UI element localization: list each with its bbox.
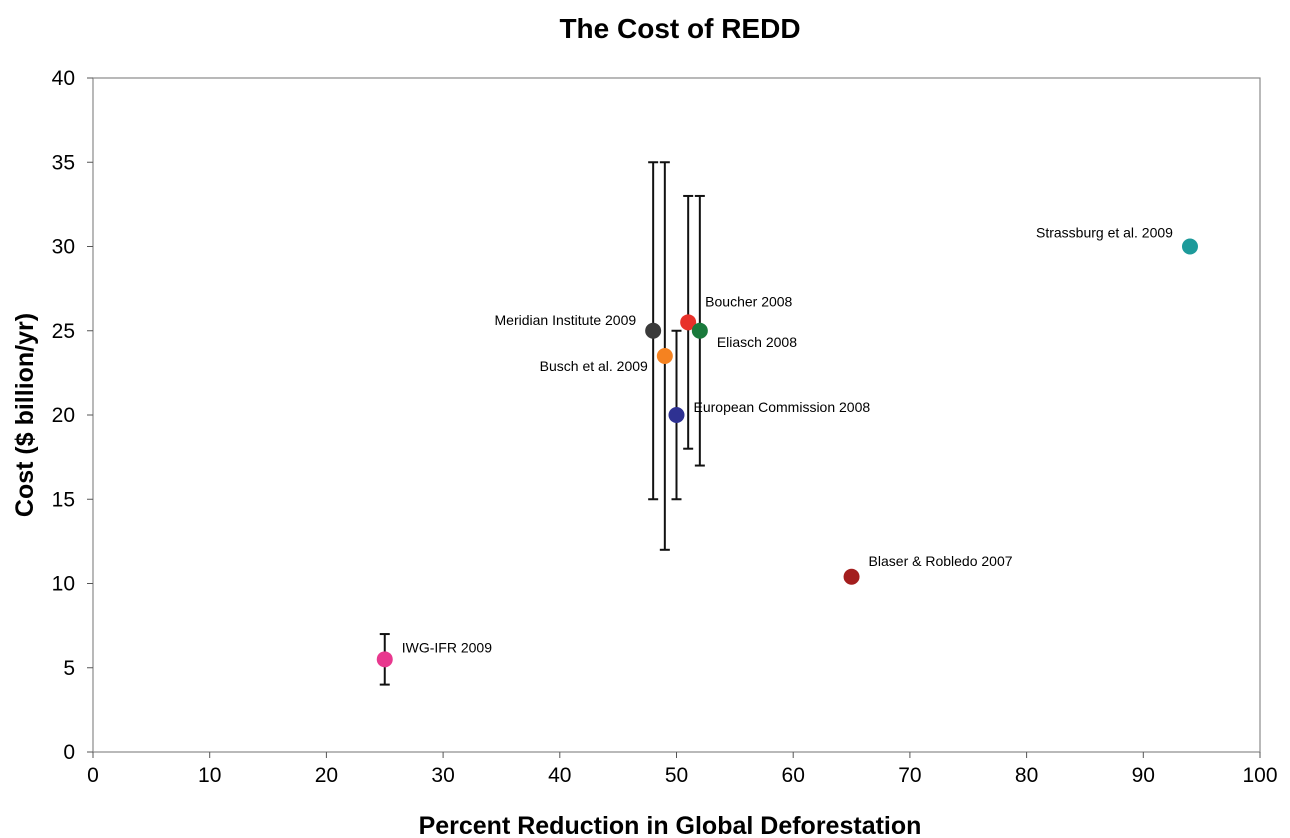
y-tick-label: 20: [52, 404, 75, 427]
axis-ticks: 0 10 20 30 40 50 60 70 80 90 100 0 5 10 15 20 25 30 35 40: [52, 67, 1278, 787]
y-tick-label: 15: [52, 488, 75, 511]
x-tick-label: 0: [87, 764, 99, 787]
x-tick-label: 60: [782, 764, 805, 787]
point-label: Busch et al. 2009: [540, 358, 648, 374]
x-tick-label: 70: [898, 764, 921, 787]
x-tick-label: 40: [548, 764, 571, 787]
x-tick-label: 20: [315, 764, 338, 787]
data-points: [376, 238, 1198, 668]
data-point: [843, 568, 860, 585]
y-axis-title: Cost ($ billion/yr): [11, 313, 39, 517]
data-point: [691, 322, 708, 339]
x-tick-label: 30: [431, 764, 454, 787]
x-tick-label: 100: [1242, 764, 1277, 787]
x-tick-label: 90: [1132, 764, 1155, 787]
x-tick-label: 10: [198, 764, 221, 787]
point-label: Meridian Institute 2009: [495, 312, 637, 328]
x-tick-label: 50: [665, 764, 688, 787]
data-point: [668, 407, 685, 423]
y-tick-label: 30: [52, 236, 75, 259]
point-label: Strassburg et al. 2009: [1036, 225, 1173, 241]
data-point: [1181, 238, 1198, 255]
data-point: [645, 322, 662, 339]
y-tick-label: 35: [52, 151, 75, 174]
data-point: [376, 651, 393, 668]
x-axis-title: Percent Reduction in Global Deforestatio…: [419, 812, 922, 838]
y-tick-label: 5: [63, 657, 75, 680]
y-tick-label: 40: [52, 67, 75, 90]
x-tick-label: 80: [1015, 764, 1038, 787]
chart-title: The Cost of REDD: [559, 13, 800, 44]
point-label: IWG-IFR 2009: [402, 639, 492, 655]
data-point: [656, 348, 673, 365]
y-tick-label: 25: [52, 320, 75, 343]
point-label: Blaser & Robledo 2007: [869, 553, 1013, 569]
point-label: Eliasch 2008: [717, 334, 797, 350]
data-point: [680, 314, 697, 331]
point-labels: Meridian Institute 2009 Busch et al. 2009…: [402, 225, 1173, 656]
point-label: Boucher 2008: [705, 293, 792, 309]
point-label: European Commission 2008: [694, 399, 871, 415]
y-tick-label: 10: [52, 573, 75, 596]
y-tick-label: 0: [63, 741, 75, 764]
